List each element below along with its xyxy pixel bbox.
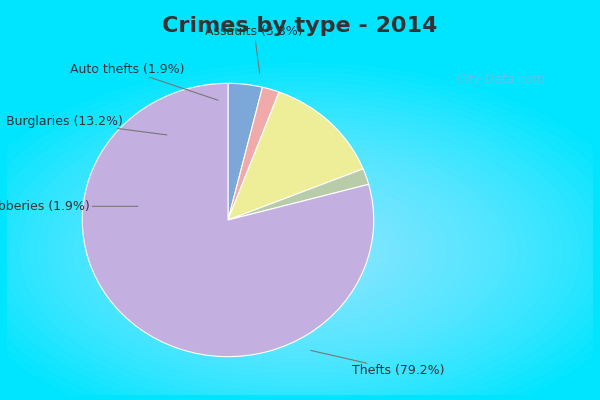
Text: Burglaries (13.2%): Burglaries (13.2%) (6, 115, 167, 135)
Wedge shape (228, 83, 262, 220)
Wedge shape (82, 83, 374, 357)
Text: Thefts (79.2%): Thefts (79.2%) (311, 350, 445, 377)
Wedge shape (228, 169, 368, 220)
Text: Auto thefts (1.9%): Auto thefts (1.9%) (70, 63, 218, 100)
Text: Assaults (3.8%): Assaults (3.8%) (205, 25, 303, 74)
Text: Robberies (1.9%): Robberies (1.9%) (0, 200, 138, 213)
Text: Crimes by type - 2014: Crimes by type - 2014 (163, 16, 437, 36)
Wedge shape (228, 92, 363, 220)
Text: City-Data.com: City-Data.com (456, 74, 545, 86)
Wedge shape (228, 87, 279, 220)
